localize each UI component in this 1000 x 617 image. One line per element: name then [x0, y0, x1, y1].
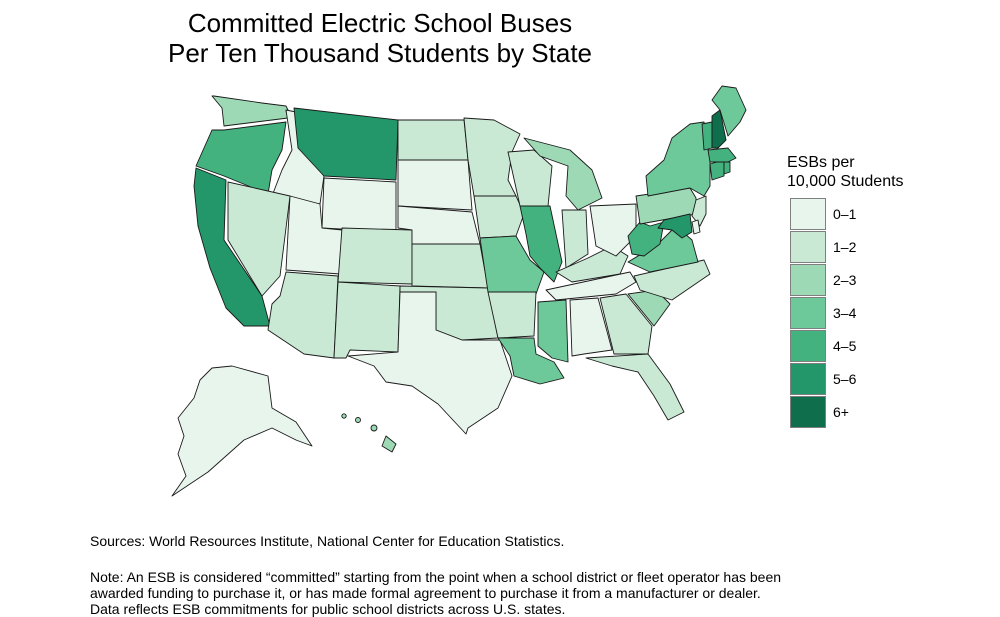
- state-HI-kauai: [341, 413, 347, 419]
- state-AR: [487, 291, 537, 339]
- state-LA: [497, 337, 565, 385]
- state-CO: [337, 227, 413, 285]
- state-RI: [723, 161, 731, 175]
- state-SD: [397, 159, 473, 211]
- state-CA: [193, 167, 271, 327]
- legend-item: 2–3: [790, 264, 932, 297]
- state-MD: [657, 213, 693, 239]
- note-line-2: awarded funding to purchase it, or has m…: [90, 585, 761, 601]
- state-MS: [537, 299, 569, 363]
- legend-item: 0–1: [790, 198, 932, 231]
- legend-item: 3–4: [790, 297, 932, 330]
- state-NV: [227, 181, 291, 297]
- legend-title-line-1: ESBs per: [787, 154, 855, 171]
- state-CT: [709, 159, 725, 181]
- note-line-1: Note: An ESB is considered “committed” s…: [90, 569, 782, 585]
- legend-label: 6+: [833, 404, 849, 420]
- sources-text: Sources: World Resources Institute, Nati…: [90, 533, 565, 549]
- legend-title-line-2: 10,000 Students: [787, 173, 904, 190]
- state-KS: [411, 243, 489, 289]
- state-GA: [599, 293, 653, 355]
- state-WI: [507, 149, 553, 207]
- state-IA: [473, 195, 525, 239]
- legend-label: 3–4: [833, 305, 857, 321]
- legend-swatch: [790, 198, 826, 230]
- state-VT: [701, 121, 713, 151]
- legend-label: 1–2: [833, 239, 857, 255]
- state-HI-maui: [370, 424, 378, 432]
- state-WA: [211, 95, 291, 127]
- legend-item: 5–6: [790, 363, 932, 396]
- legend-swatch: [790, 396, 826, 428]
- state-HI-oahu: [355, 417, 361, 423]
- legend-swatch: [790, 330, 826, 362]
- state-OR: [195, 121, 287, 195]
- legend-label: 2–3: [833, 272, 857, 288]
- state-IL: [519, 205, 563, 283]
- state-AL: [569, 297, 613, 357]
- state-MT: [293, 107, 399, 181]
- state-MN: [463, 117, 521, 197]
- legend-item: 1–2: [790, 231, 932, 264]
- state-AK: [171, 365, 313, 497]
- state-MA: [707, 147, 737, 163]
- legend-swatch: [790, 264, 826, 296]
- legend-swatch: [790, 297, 826, 329]
- legend-label: 5–6: [833, 371, 857, 387]
- state-AZ: [267, 271, 339, 359]
- map-title-line-1: Committed Electric School Buses: [187, 8, 573, 38]
- map-title-line-2: Per Ten Thousand Students by State: [168, 38, 592, 68]
- legend-label: 4–5: [833, 338, 857, 354]
- state-WY: [321, 177, 397, 233]
- legend-item: 6+: [790, 396, 932, 429]
- state-KY: [555, 245, 629, 283]
- state-TN: [545, 271, 637, 301]
- state-ND: [397, 119, 469, 161]
- state-ME: [711, 85, 747, 137]
- state-FL: [585, 353, 685, 421]
- state-NM: [333, 281, 401, 359]
- state-NY: [645, 121, 711, 197]
- state-OH: [589, 203, 637, 257]
- legend-item: 4–5: [790, 330, 932, 363]
- legend-label: 0–1: [833, 206, 857, 222]
- state-HI-hawaii: [381, 435, 397, 453]
- state-DE: [691, 219, 701, 235]
- state-TX: [347, 291, 513, 435]
- state-NJ: [691, 195, 707, 227]
- legend-swatch: [790, 231, 826, 263]
- legend-swatch: [790, 363, 826, 395]
- note-line-3: Data reflects ESB commitments for public…: [90, 601, 566, 617]
- state-NH: [711, 109, 727, 149]
- state-IN: [561, 209, 589, 269]
